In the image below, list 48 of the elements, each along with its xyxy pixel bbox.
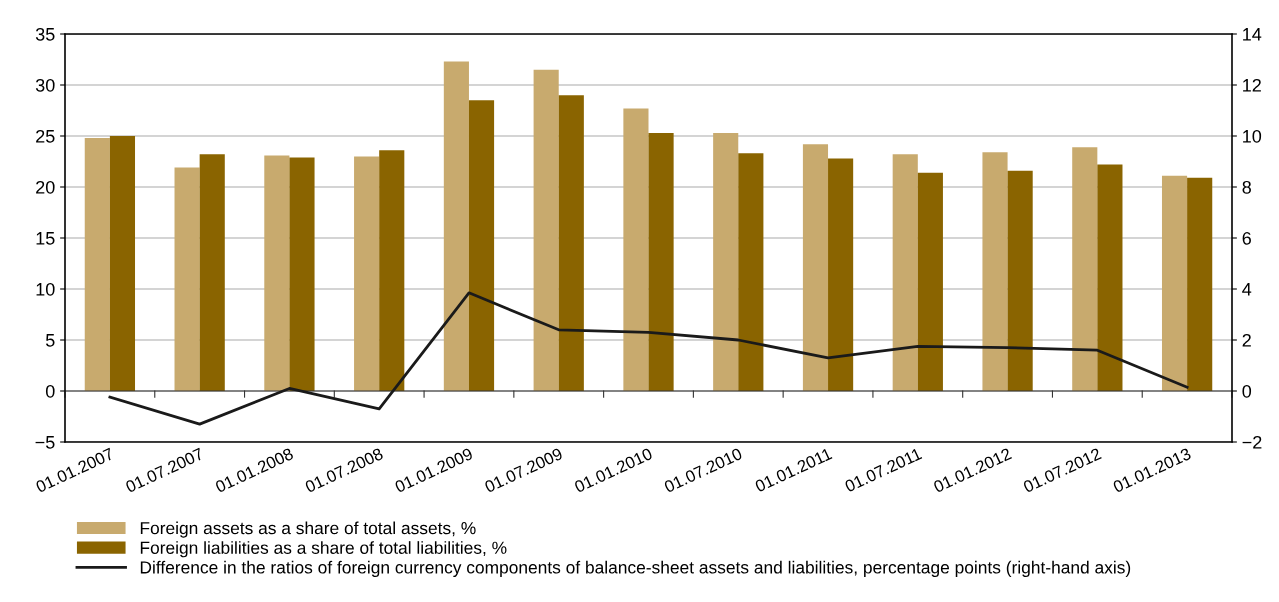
- bar: [828, 158, 854, 391]
- bar: [1097, 164, 1123, 391]
- bar: [917, 172, 943, 391]
- y-tick-label: −5: [35, 436, 55, 449]
- y2-tick-label: 2: [1242, 333, 1251, 347]
- y2-tick-label: 10: [1243, 129, 1262, 143]
- bar: [802, 144, 829, 391]
- bar: [354, 156, 380, 391]
- legend-label: Difference in the ratios of foreign currency components of balance-sheet assets and liabilities, percentage points (right-hand axis): [140, 560, 1131, 577]
- bar: [648, 132, 674, 391]
- bar: [174, 167, 200, 391]
- bar: [738, 153, 764, 391]
- y2-tick-label: 4: [1242, 283, 1252, 296]
- bar: [1187, 177, 1213, 391]
- y-tick-label: 25: [36, 129, 55, 143]
- bar: [623, 108, 649, 391]
- bar: [1072, 147, 1098, 391]
- y2-tick-label: −2: [1242, 435, 1262, 449]
- bar: [892, 154, 918, 391]
- y2-tick-label: 14: [1243, 28, 1262, 41]
- bar: [264, 155, 290, 391]
- y2-tick-label: 6: [1242, 231, 1251, 245]
- y-tick-label: 10: [36, 282, 55, 296]
- bar: [982, 152, 1008, 391]
- bar: [1161, 175, 1188, 391]
- y2-tick-label: 12: [1243, 78, 1261, 92]
- y-tick-label: 35: [35, 27, 55, 41]
- bar: [84, 138, 110, 391]
- bar: [199, 154, 225, 391]
- bar: [109, 136, 136, 391]
- bar: [468, 100, 495, 391]
- legend-label: Foreign liabilities as a share of total liabilities, %: [140, 541, 507, 558]
- y-tick-label: 30: [35, 78, 55, 92]
- bar: [289, 157, 315, 391]
- y-tick-label: 15: [36, 232, 55, 245]
- line-series: [108, 291, 1189, 426]
- y2-tick-label: 0: [1242, 384, 1252, 398]
- bar: [533, 69, 559, 391]
- y-tick-label: 5: [45, 334, 55, 347]
- bar: [558, 95, 584, 391]
- legend-label: Foreign assets as a share of total assets, %: [140, 521, 476, 538]
- y-tick-label: 0: [45, 384, 55, 398]
- bar: [713, 132, 739, 391]
- bar: [1007, 170, 1033, 391]
- y2-tick-label: 8: [1242, 180, 1251, 194]
- bar: [379, 150, 405, 391]
- y-tick-label: 20: [36, 180, 55, 194]
- bar: [443, 61, 469, 391]
